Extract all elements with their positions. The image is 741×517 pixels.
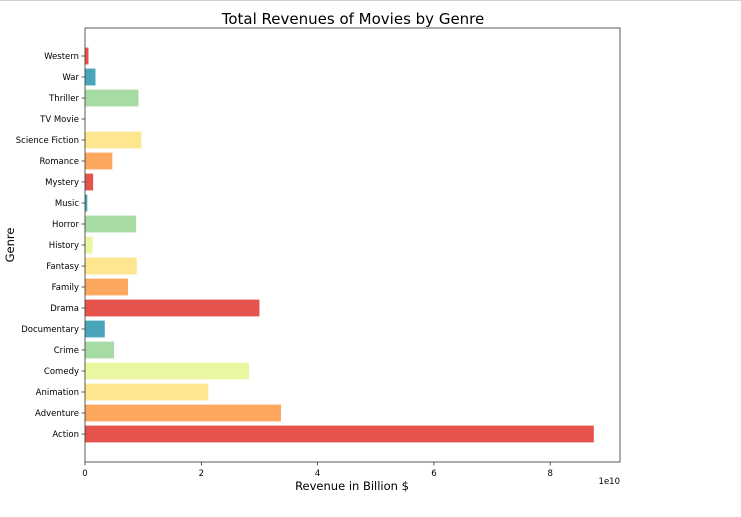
y-ticks-group: Action Adventure Animation Comedy Crime Docum… bbox=[16, 52, 85, 440]
plot-frame bbox=[84, 27, 621, 463]
bar-animation bbox=[85, 383, 209, 401]
y-tick-label-war: War bbox=[62, 73, 79, 83]
y-tick-label-comedy: Comedy bbox=[44, 367, 79, 377]
x-axis-label: Revenue in Billion $ bbox=[295, 479, 409, 493]
chart-title: Total Revenues of Movies by Genre bbox=[221, 10, 485, 28]
y-tick-label-crime: Crime bbox=[54, 346, 79, 356]
x-tick-label-4: 4 bbox=[315, 469, 320, 479]
y-tick-label-adventure: Adventure bbox=[35, 409, 79, 419]
y-tick-label-documentary: Documentary bbox=[21, 325, 79, 335]
bar-drama bbox=[85, 299, 260, 317]
y-tick-label-drama: Drama bbox=[50, 304, 79, 314]
bar-romance bbox=[85, 152, 113, 170]
bar-comedy bbox=[85, 362, 249, 380]
x-offset-text: 1e10 bbox=[599, 477, 620, 487]
x-tick-label-6: 6 bbox=[431, 469, 436, 479]
bars-group bbox=[85, 47, 594, 443]
x-tick-label-0: 0 bbox=[82, 469, 87, 479]
bar-documentary bbox=[85, 320, 105, 338]
y-tick-label-tv-movie: TV Movie bbox=[39, 115, 79, 125]
bar-adventure bbox=[85, 404, 281, 422]
y-tick-label-music: Music bbox=[55, 199, 80, 209]
bar-music bbox=[85, 194, 88, 212]
bar-thriller bbox=[85, 89, 139, 107]
x-tick-label-8: 8 bbox=[548, 469, 553, 479]
y-tick-label-mystery: Mystery bbox=[45, 178, 79, 188]
bar-history bbox=[85, 236, 93, 254]
bar-crime bbox=[85, 341, 115, 359]
bar-fantasy bbox=[85, 257, 137, 275]
y-tick-label-history: History bbox=[49, 241, 79, 251]
bar-western bbox=[85, 47, 89, 65]
y-tick-label-romance: Romance bbox=[39, 157, 79, 167]
bar-mystery bbox=[85, 173, 94, 191]
bar-horror bbox=[85, 215, 137, 233]
bar-science-fiction bbox=[85, 131, 142, 149]
x-ticks-group: 0 2 4 6 8 bbox=[82, 462, 553, 479]
bar-action bbox=[85, 425, 594, 443]
x-tick-label-2: 2 bbox=[199, 469, 204, 479]
y-tick-label-animation: Animation bbox=[36, 388, 79, 398]
y-tick-label-thriller: Thriller bbox=[48, 94, 79, 104]
y-tick-label-horror: Horror bbox=[52, 220, 79, 230]
y-tick-label-western: Western bbox=[44, 52, 79, 62]
window-top-border bbox=[0, 0, 741, 1]
y-axis-label: Genre bbox=[3, 228, 17, 263]
y-tick-label-fantasy: Fantasy bbox=[46, 262, 79, 272]
y-tick-label-family: Family bbox=[52, 283, 79, 293]
y-tick-label-action: Action bbox=[52, 430, 79, 440]
bar-war bbox=[85, 68, 96, 86]
y-tick-label-science-fiction: Science Fiction bbox=[16, 136, 79, 146]
bar-family bbox=[85, 278, 129, 296]
